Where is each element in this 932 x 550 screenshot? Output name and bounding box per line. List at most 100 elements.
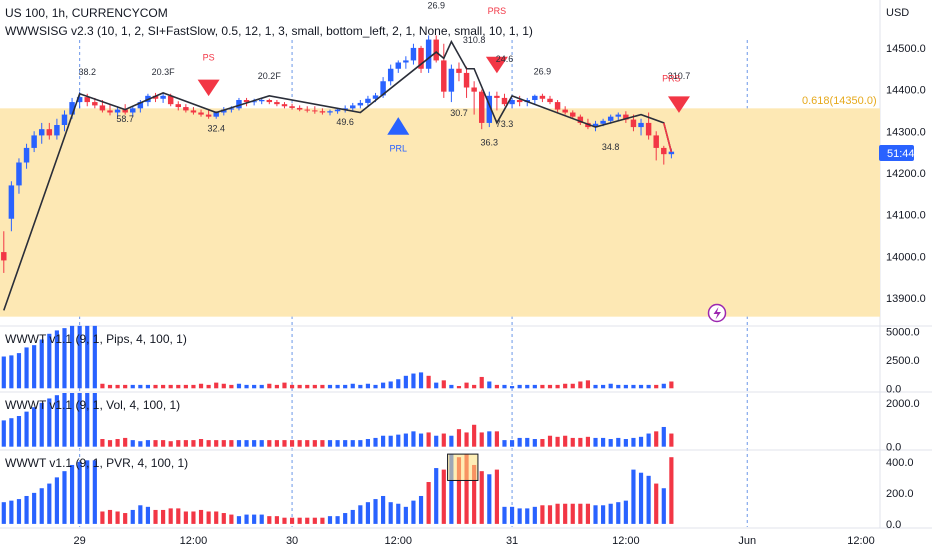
time-tick-label: 12:00 — [385, 535, 413, 547]
indicator-bar — [274, 440, 279, 447]
indicator-bar — [494, 384, 499, 389]
indicator-bar — [274, 384, 279, 389]
indicator-bar — [403, 375, 408, 389]
candle-body — [570, 112, 576, 117]
indicator-bar — [623, 384, 628, 389]
indicator-bar — [396, 503, 401, 524]
sell-signal-marker — [667, 96, 690, 113]
swing-label: 34.8 — [602, 142, 620, 152]
indicator-bar — [426, 432, 431, 447]
candle-body — [16, 162, 22, 186]
indicator-bar — [570, 503, 575, 524]
swing-label: 36.3 — [481, 137, 499, 147]
candle-body — [600, 120, 606, 124]
indicator-bar — [327, 440, 333, 447]
candle-body — [99, 105, 106, 111]
indicator-bar — [585, 380, 591, 389]
candle-body — [1, 252, 7, 261]
indicator-bar — [532, 506, 537, 524]
candle-body — [312, 110, 318, 112]
candle-body — [8, 185, 15, 219]
candle-body — [562, 109, 568, 113]
indicator-bar — [616, 384, 621, 389]
candle-body — [198, 112, 204, 115]
indicator-bar — [343, 440, 348, 447]
indicator-bar — [320, 440, 325, 447]
indicator-bar — [661, 426, 666, 447]
zigzag-line — [3, 39, 673, 311]
price-tick-label: 14400.0 — [886, 85, 926, 97]
indicator-bar — [229, 514, 234, 524]
indicator-bar — [638, 436, 644, 447]
indicator-bar — [578, 381, 583, 389]
candle-body — [23, 147, 30, 163]
zigzag-tail — [663, 122, 673, 153]
candle-body — [372, 95, 379, 99]
indicator-bar — [252, 514, 257, 524]
indicator-bar — [92, 460, 97, 524]
swing-label: 38.2 — [78, 67, 96, 77]
indicator-bar — [608, 383, 613, 389]
candle-body — [243, 100, 250, 103]
candle-body — [46, 129, 53, 136]
indicator-bar — [145, 506, 151, 524]
candle-series — [1, 35, 675, 273]
indicator-bar — [54, 330, 59, 389]
indicator-bar — [441, 380, 446, 389]
candle-body — [478, 91, 485, 123]
candle-body — [554, 102, 561, 110]
indicator-bar — [661, 383, 666, 389]
indicator-bar — [206, 384, 211, 389]
swing-label: PRL — [390, 144, 408, 154]
indicator-bar — [107, 384, 113, 389]
candle-body — [213, 112, 219, 117]
indicator-bar — [563, 383, 568, 389]
indicator-bar — [100, 511, 105, 524]
indicator-bar — [327, 516, 333, 524]
indicator-bar — [616, 437, 621, 447]
fib-level-label: 0.618(14350.0) — [802, 95, 877, 107]
indicator-bar — [593, 505, 598, 524]
indicator-bar — [130, 440, 135, 447]
indicator-bar — [24, 495, 29, 524]
indicator-bar — [39, 488, 44, 524]
indicator-bar — [381, 382, 386, 389]
indicator-bar — [206, 440, 211, 447]
indicator-bar — [623, 439, 628, 447]
indicator-bar — [77, 325, 82, 389]
indicator-bar — [434, 435, 439, 447]
indicator-bar — [100, 439, 105, 447]
indicator-bar — [24, 347, 29, 389]
swing-label: 24.6 — [496, 54, 514, 64]
pane-tick-label: 2000.0 — [886, 398, 920, 410]
candle-body — [486, 95, 493, 123]
candle-body — [152, 95, 159, 99]
indicator-bar — [168, 508, 173, 524]
indicator-bar — [654, 431, 659, 447]
indicator-bar — [191, 511, 196, 524]
indicator-bar — [9, 500, 14, 524]
indicator-bar — [585, 503, 591, 524]
pvr-highlight-box — [447, 453, 479, 481]
indicator-bar — [244, 384, 249, 389]
indicator-bar — [145, 440, 151, 447]
candle-body — [69, 102, 75, 115]
indicator-bar — [16, 499, 22, 524]
indicator-bar — [138, 505, 143, 524]
indicator-bar — [153, 509, 158, 524]
indicator-bar — [646, 433, 651, 447]
zigzag-series — [3, 39, 673, 311]
indicator-bar — [502, 384, 507, 389]
candle-body — [653, 135, 659, 148]
indicator-bar — [77, 393, 82, 447]
indicator-bar — [62, 393, 67, 447]
indicator-bar — [191, 440, 196, 447]
price-tick-label: 14000.0 — [886, 251, 926, 263]
lightning-icon[interactable] — [707, 303, 727, 323]
time-tick-label: Jun — [738, 535, 756, 547]
candle-body — [84, 97, 90, 103]
indicator-bar — [601, 384, 606, 389]
candle-body — [54, 125, 60, 136]
indicator-bar — [373, 499, 378, 524]
